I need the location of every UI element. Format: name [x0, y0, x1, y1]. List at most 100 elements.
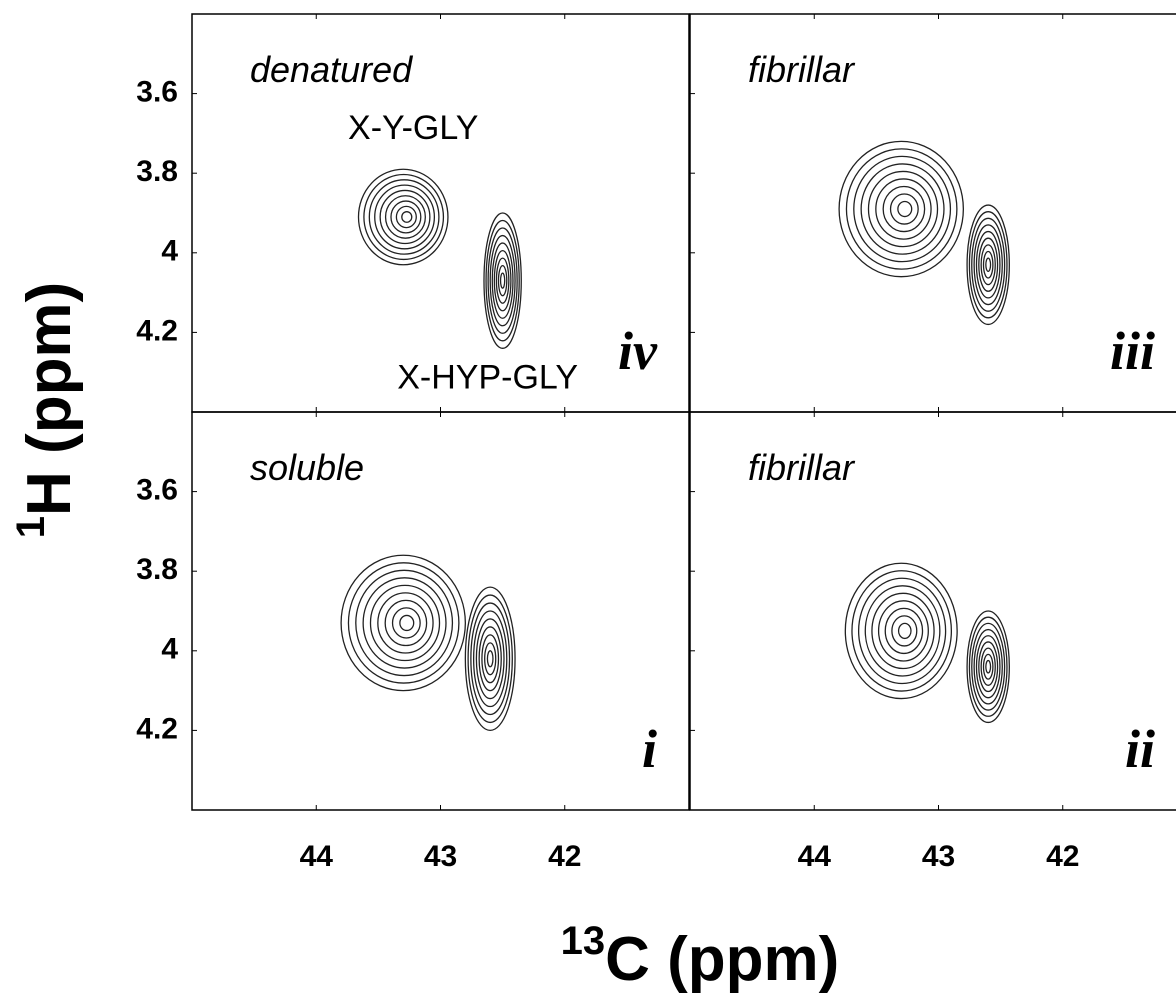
- contour-ring: [478, 626, 502, 692]
- contour-ring: [838, 140, 964, 278]
- contour-ring: [497, 264, 508, 297]
- contour-ring: [374, 184, 436, 250]
- contour-ring: [377, 592, 434, 654]
- y-tick-label: 3.6: [136, 474, 178, 507]
- contour-ring: [978, 237, 999, 292]
- contour-ring: [871, 592, 935, 670]
- condition-label: fibrillar: [748, 447, 856, 488]
- contour-ring: [495, 257, 510, 304]
- contour-ring: [971, 217, 1006, 312]
- contour-ring: [966, 204, 1010, 326]
- contour-ring: [867, 170, 939, 248]
- contour-ring: [384, 195, 426, 239]
- y-axis-title: 1H (ppm): [9, 282, 84, 538]
- x-tick-label: 44: [798, 840, 832, 873]
- contour-ring: [491, 242, 514, 319]
- contour-ring: [978, 641, 999, 693]
- peak-label: X-Y-GLY: [348, 109, 478, 147]
- condition-label: soluble: [250, 447, 364, 488]
- contour-ring: [363, 173, 445, 261]
- contour-ring: [889, 193, 919, 225]
- contour-ring: [973, 628, 1003, 705]
- contour-ring: [845, 148, 958, 270]
- contour-ring: [853, 155, 952, 263]
- peak-label: X-HYP-GLY: [397, 358, 578, 396]
- contour-ring: [472, 610, 508, 708]
- contour-ring: [485, 219, 520, 342]
- panel-label: iii: [1110, 321, 1155, 381]
- contour-ring: [499, 272, 506, 289]
- y-tick-label: 4.2: [136, 712, 178, 745]
- contour-ring: [971, 622, 1006, 711]
- contour-ring: [844, 562, 958, 700]
- y-axis-title-main: H (ppm): [15, 282, 84, 516]
- contour-ring: [857, 577, 947, 685]
- contour-ring: [877, 600, 929, 662]
- x-tick-label: 43: [424, 840, 457, 873]
- contour-ring: [395, 205, 417, 229]
- contour-ring: [470, 602, 511, 716]
- y-tick-label: 4.2: [136, 314, 178, 347]
- contour-ring: [980, 244, 996, 286]
- contour-ring: [884, 607, 924, 655]
- contour-ring: [390, 200, 422, 234]
- contour-ring: [379, 189, 431, 245]
- panel-label: iv: [618, 321, 658, 381]
- contour-ring: [897, 622, 912, 640]
- contour-ring: [483, 212, 522, 349]
- contour-ring: [484, 642, 497, 676]
- contour-ring: [860, 163, 945, 255]
- x-axis-title-main: C (ppm): [605, 925, 839, 994]
- contour-ring: [982, 250, 994, 279]
- contour-ring: [851, 570, 953, 692]
- contour-ring: [493, 249, 512, 312]
- condition-label: denatured: [250, 49, 413, 90]
- contour-ring: [467, 594, 513, 724]
- x-tick-label: 43: [922, 840, 955, 873]
- contour-ring: [362, 577, 447, 669]
- contour-ring: [875, 178, 932, 240]
- contour-ring: [897, 200, 913, 218]
- y-axis-title-sup: 1: [9, 516, 53, 538]
- contour-ring: [368, 179, 440, 255]
- condition-label: fibrillar: [748, 49, 856, 90]
- y-tick-label: 4: [161, 633, 178, 666]
- contour-ring: [340, 554, 467, 692]
- contour-ring: [486, 650, 494, 668]
- contour-ring: [864, 585, 941, 677]
- contour-ring: [487, 227, 518, 334]
- contour-ring: [347, 562, 460, 684]
- contour-ring: [357, 168, 449, 266]
- panel-label: i: [642, 719, 657, 779]
- contour-ring: [985, 257, 992, 273]
- contour-ring: [975, 635, 1001, 699]
- contour-ring: [966, 610, 1010, 724]
- contour-ring: [391, 607, 421, 639]
- contour-ring: [399, 614, 415, 632]
- x-tick-label: 42: [548, 840, 581, 873]
- contour-ring: [369, 584, 441, 662]
- contour-ring: [475, 618, 505, 700]
- contour-ring: [968, 211, 1008, 319]
- contour-ring: [980, 647, 996, 686]
- contour-ring: [401, 211, 413, 223]
- x-axis-title-sup: 13: [561, 919, 606, 963]
- contour-ring: [985, 659, 992, 674]
- panel-label: ii: [1125, 719, 1155, 779]
- contour-ring: [968, 616, 1008, 717]
- contour-ring: [982, 653, 994, 680]
- y-tick-label: 3.8: [136, 553, 178, 586]
- contour-ring: [973, 224, 1003, 306]
- contour-ring: [464, 586, 516, 732]
- contour-ring: [384, 599, 428, 647]
- contour-ring: [489, 234, 516, 327]
- contour-ring: [882, 185, 926, 233]
- contour-ring: [355, 569, 454, 677]
- y-tick-label: 3.6: [136, 76, 178, 109]
- x-tick-label: 42: [1046, 840, 1079, 873]
- x-tick-label: 44: [300, 840, 334, 873]
- y-tick-label: 4: [161, 235, 178, 268]
- y-tick-label: 3.8: [136, 155, 178, 188]
- contour-ring: [891, 615, 918, 647]
